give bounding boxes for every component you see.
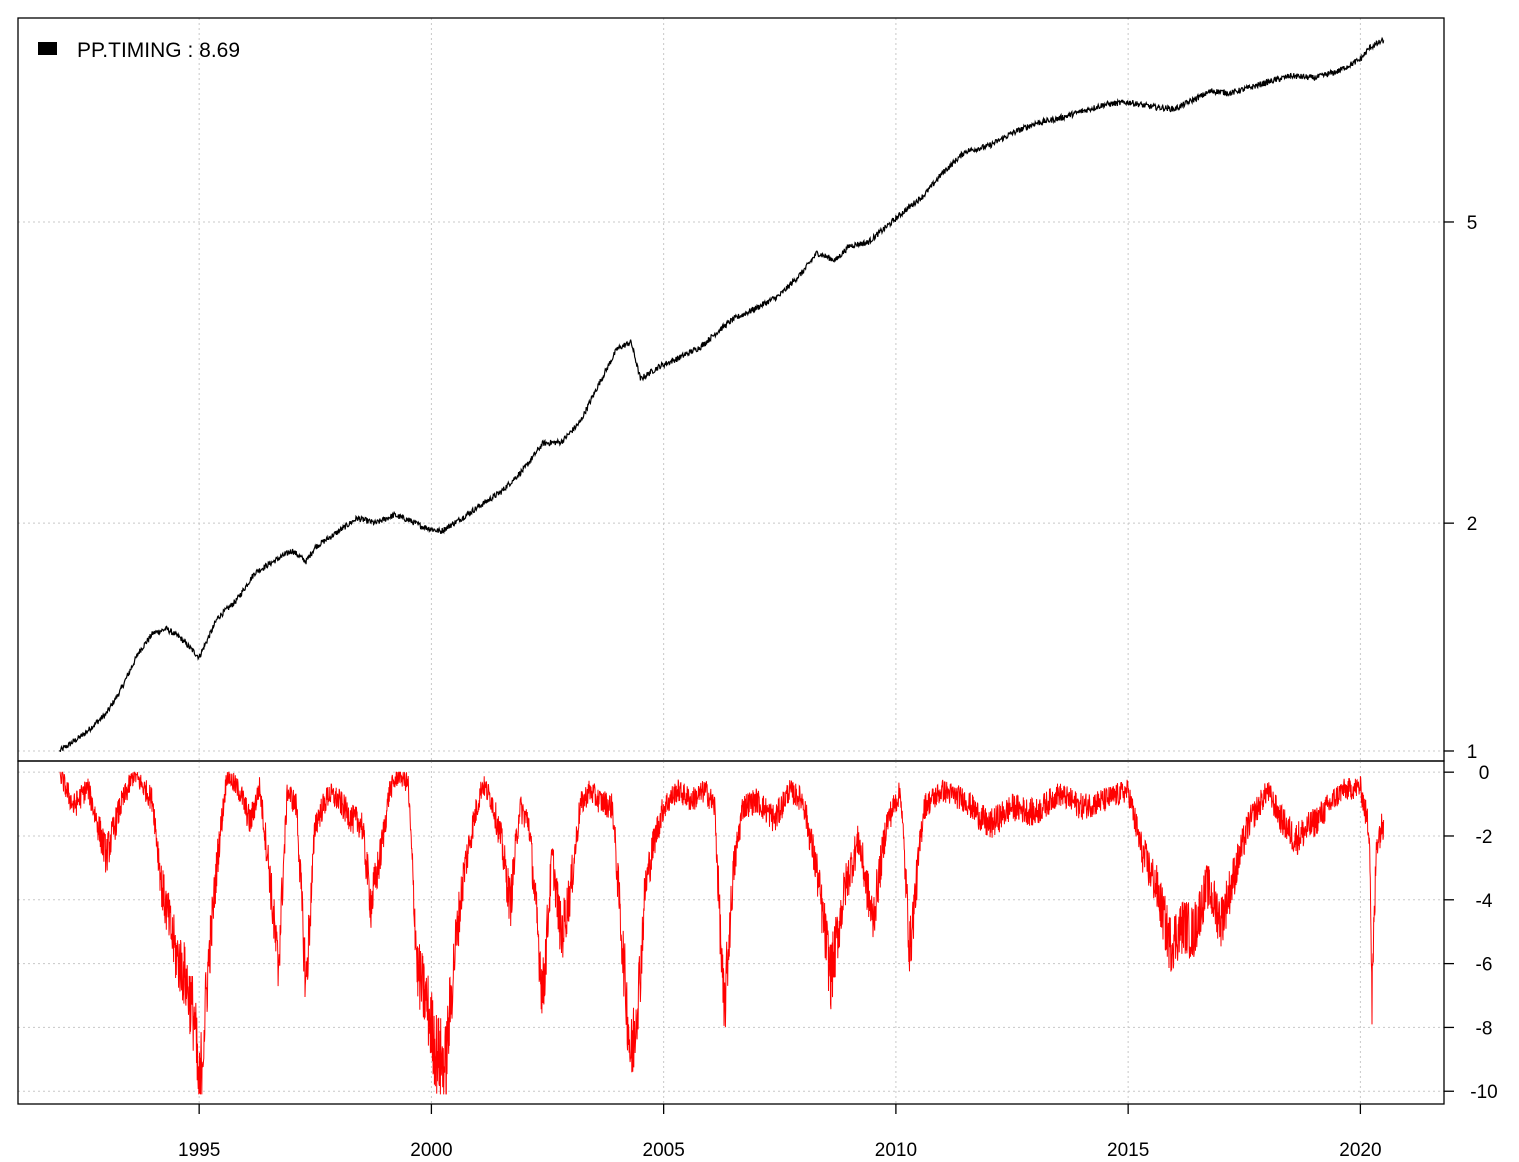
bottom-y-tick-label--10: -10	[1470, 1082, 1497, 1103]
bottom-y-tick-label--8: -8	[1476, 1018, 1493, 1039]
legend-swatch	[38, 42, 57, 55]
x-tick-label-1995: 1995	[178, 1140, 220, 1161]
x-tick-label-2010: 2010	[875, 1140, 917, 1161]
x-axis: 1995 2000 2005 2010 2015 2020	[178, 1104, 1382, 1161]
bottom-y-tick-label-0: 0	[1479, 763, 1490, 784]
bottom-y-tick-label--6: -6	[1476, 955, 1493, 976]
top-y-tick-label-5: 5	[1467, 213, 1478, 234]
bottom-y-tick-label--4: -4	[1476, 891, 1493, 912]
x-tick-label-2000: 2000	[410, 1140, 452, 1161]
bottom-panel-grid	[18, 761, 1444, 1104]
top-y-tick-label-2: 2	[1467, 514, 1478, 535]
drawdown-line	[59, 771, 1385, 1095]
bottom-panel-frame	[17, 760, 1445, 1105]
top-panel-grid	[18, 18, 1444, 761]
bottom-panel-y-axis: 0 -2 -4 -6 -8 -10	[1444, 763, 1498, 1103]
legend: PP.TIMING : 8.69	[38, 39, 240, 62]
x-tick-label-2015: 2015	[1107, 1140, 1149, 1161]
x-tick-label-2020: 2020	[1339, 1140, 1381, 1161]
x-tick-label-2005: 2005	[643, 1140, 685, 1161]
top-y-tick-label-1: 1	[1467, 742, 1478, 763]
top-panel-y-axis: 1 2 5	[1444, 213, 1477, 763]
bottom-y-tick-label--2: -2	[1476, 827, 1493, 848]
legend-label: PP.TIMING : 8.69	[77, 39, 240, 62]
pp-timing-line	[59, 36, 1385, 752]
cumulative-performance-panel: 1 2 5 PP.TIMING : 8.69	[17, 17, 1477, 763]
drawdown-panel: 0 -2 -4 -6 -8 -10	[17, 760, 1498, 1105]
top-panel-frame	[17, 17, 1445, 762]
